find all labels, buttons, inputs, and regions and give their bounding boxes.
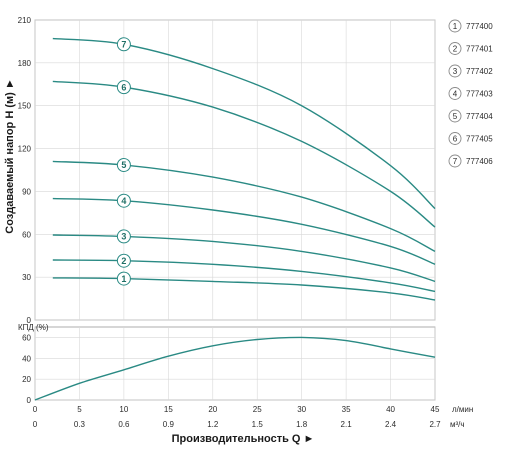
x-tick-m3h: 1.2 xyxy=(207,420,219,429)
x-tick-lmin: 0 xyxy=(33,405,38,414)
series-marker-5 xyxy=(116,158,131,172)
head-y-tick: 120 xyxy=(18,145,32,154)
head-y-tick: 90 xyxy=(22,187,31,196)
legend-number-2: 2 xyxy=(453,45,458,54)
head-y-tick: 60 xyxy=(22,230,31,239)
legend-model-5: 777404 xyxy=(466,112,493,121)
series-marker-4 xyxy=(116,193,131,208)
head-axis-title: Создаваемый напор H (м) ► xyxy=(4,78,16,233)
x-tick-m3h: 1.5 xyxy=(252,420,264,429)
head-plot-frame xyxy=(34,19,436,321)
x-tick-m3h: 0.9 xyxy=(163,420,175,429)
x-tick-lmin: 25 xyxy=(253,405,262,414)
series-marker-label-7: 7 xyxy=(121,39,126,49)
legend-marker-3 xyxy=(448,64,462,78)
efficiency-axis-title: КПД (%) xyxy=(18,323,49,332)
series-marker-3 xyxy=(116,229,131,244)
series-lines xyxy=(34,37,436,401)
series-marker-2 xyxy=(116,253,131,268)
legend-number-5: 5 xyxy=(453,112,458,121)
series-marker-7 xyxy=(116,37,131,52)
legend-marker-5 xyxy=(448,109,462,123)
x-tick-m3h: 2.7 xyxy=(429,420,441,429)
legend-number-3: 3 xyxy=(453,67,458,76)
head-y-tick: 180 xyxy=(18,59,32,68)
head-curve-5 xyxy=(52,160,436,253)
legend-marker-4 xyxy=(448,87,462,100)
series-marker-label-3: 3 xyxy=(121,232,126,242)
legend-marker-1 xyxy=(448,19,462,33)
head-curve-6 xyxy=(52,80,436,228)
x-tick-lmin: 40 xyxy=(386,405,395,414)
head-y-tick: 210 xyxy=(18,16,32,25)
gridlines xyxy=(34,19,436,401)
x-tick-m3h: 2.1 xyxy=(341,420,353,429)
x-tick-lmin: 15 xyxy=(164,405,173,414)
x-tick-m3h: 0.6 xyxy=(118,420,130,429)
legend-marker-2 xyxy=(448,42,462,55)
tick-labels: 0050.3100.6150.9201.2251.5301.8352.1402.… xyxy=(18,16,441,429)
x-tick-lmin: 45 xyxy=(431,405,440,414)
series-marker-1 xyxy=(116,271,131,286)
x-unit-m3h: м³/ч xyxy=(450,420,465,429)
x-axis-title: Производительность Q ► xyxy=(172,433,315,445)
x-tick-lmin: 10 xyxy=(119,405,128,414)
series-marker-label-1: 1 xyxy=(121,274,126,284)
x-tick-m3h: 2.4 xyxy=(385,420,397,429)
legend: 1 777400 2 777401 3 777402 4 777403 5 777404 6 7774… xyxy=(448,19,493,168)
legend-model-1: 777400 xyxy=(466,22,493,31)
efficiency-curve xyxy=(34,336,436,401)
series-marker-label-6: 6 xyxy=(121,82,126,92)
x-tick-lmin: 5 xyxy=(77,405,82,414)
x-unit-lmin: л/мин xyxy=(452,405,473,414)
legend-model-6: 777405 xyxy=(466,135,493,144)
x-tick-lmin: 30 xyxy=(297,405,306,414)
x-tick-m3h: 0 xyxy=(33,420,38,429)
efficiency-y-tick: 20 xyxy=(22,375,31,384)
series-marker-label-5: 5 xyxy=(121,160,126,170)
legend-model-7: 777406 xyxy=(466,157,493,166)
legend-number-6: 6 xyxy=(453,135,458,144)
legend-model-4: 777403 xyxy=(466,90,493,99)
x-tick-lmin: 20 xyxy=(208,405,217,414)
legend-marker-7 xyxy=(448,154,462,168)
x-tick-m3h: 1.8 xyxy=(296,420,308,429)
efficiency-y-tick: 0 xyxy=(27,396,32,405)
legend-model-2: 777401 xyxy=(466,45,493,54)
legend-number-7: 7 xyxy=(453,157,458,166)
legend-marker-6 xyxy=(448,132,462,145)
head-y-tick: 30 xyxy=(22,273,31,282)
head-y-tick: 0 xyxy=(27,316,32,325)
legend-model-3: 777402 xyxy=(466,67,493,76)
efficiency-plot-frame xyxy=(34,326,436,401)
head-y-tick: 150 xyxy=(18,102,32,111)
x-tick-m3h: 0.3 xyxy=(74,420,86,429)
legend-number-4: 4 xyxy=(453,90,458,99)
head-curve-4 xyxy=(52,197,436,265)
series-marker-label-2: 2 xyxy=(121,256,126,266)
series-markers: 1 2 3 4 5 6 7 xyxy=(116,37,131,286)
legend-number-1: 1 xyxy=(453,22,458,31)
x-tick-lmin: 35 xyxy=(342,405,351,414)
efficiency-y-tick: 60 xyxy=(22,333,31,342)
series-marker-label-4: 4 xyxy=(121,196,126,206)
efficiency-y-tick: 40 xyxy=(22,354,31,363)
series-marker-6 xyxy=(116,80,131,95)
